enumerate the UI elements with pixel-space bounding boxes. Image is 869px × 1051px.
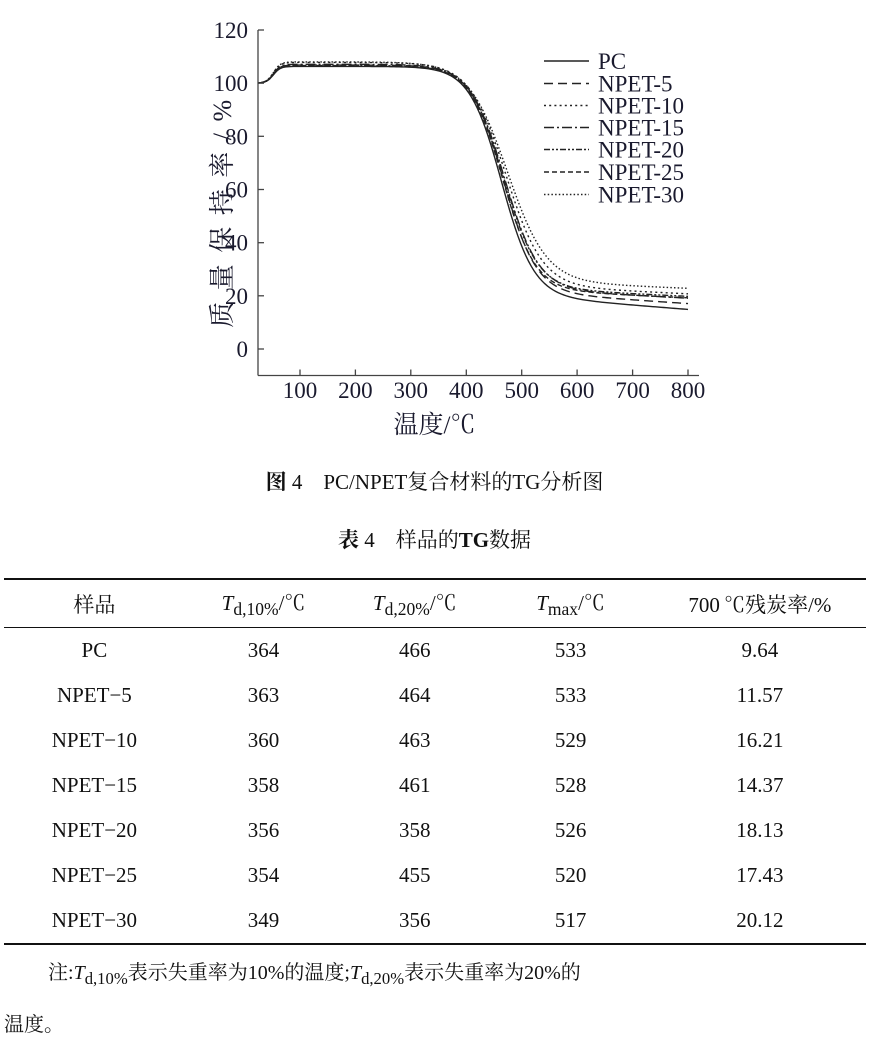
svg-text:NPET-25: NPET-25 <box>598 160 684 185</box>
svg-text:0: 0 <box>237 337 249 362</box>
svg-text:NPET-30: NPET-30 <box>598 183 684 208</box>
svg-text:400: 400 <box>449 378 484 403</box>
svg-text:NPET-20: NPET-20 <box>598 138 684 163</box>
svg-text:800: 800 <box>671 378 706 403</box>
svg-text:700: 700 <box>615 378 650 403</box>
svg-text:120: 120 <box>214 18 249 43</box>
svg-text:100: 100 <box>283 378 318 403</box>
svg-text:300: 300 <box>394 378 429 403</box>
svg-text:PC: PC <box>598 49 626 74</box>
svg-text:600: 600 <box>560 378 595 403</box>
svg-text:200: 200 <box>338 378 373 403</box>
svg-text:500: 500 <box>504 378 539 403</box>
